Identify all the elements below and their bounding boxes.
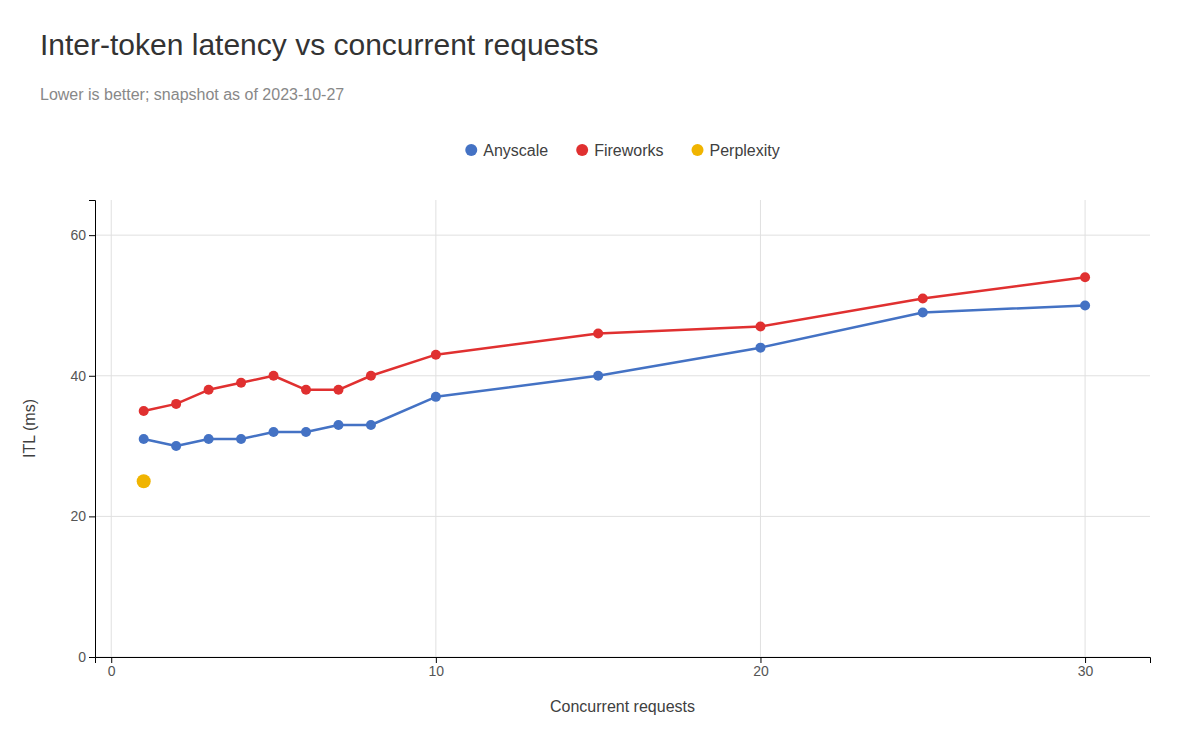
point <box>269 371 279 381</box>
point <box>431 392 441 402</box>
grid-line-x <box>760 200 761 657</box>
series <box>139 300 1090 451</box>
legend-label: Fireworks <box>594 142 663 159</box>
y-tick-label: 20 <box>70 508 86 524</box>
point <box>593 329 603 339</box>
point <box>1080 272 1090 282</box>
legend-swatch <box>692 144 704 156</box>
x-axis-title: Concurrent requests <box>550 698 695 715</box>
x-tick: 20 <box>753 657 769 679</box>
x-axis-line <box>96 658 1151 664</box>
line <box>144 305 1085 446</box>
point <box>431 350 441 360</box>
legend-item: Perplexity <box>692 142 780 159</box>
y-tick-label: 0 <box>78 649 86 665</box>
x-tick-label: 20 <box>753 663 769 679</box>
x-tick-label: 30 <box>1078 663 1094 679</box>
x-tick: 30 <box>1078 657 1094 679</box>
grid-line-x <box>111 200 112 657</box>
grid-line-x <box>435 200 436 657</box>
legend-label: Anyscale <box>483 142 548 159</box>
point <box>137 474 151 488</box>
y-tick-label: 40 <box>70 368 86 384</box>
grid-line-x <box>1085 200 1086 657</box>
series <box>139 272 1090 416</box>
point <box>918 307 928 317</box>
point <box>301 427 311 437</box>
y-axis: 0 20 40 60 <box>70 201 95 665</box>
point <box>366 420 376 430</box>
series <box>137 474 151 488</box>
point <box>269 427 279 437</box>
point <box>301 385 311 395</box>
point <box>593 371 603 381</box>
subtitle: Lower is better; snapshot as of 2023-10-… <box>40 86 344 103</box>
legend-item: Fireworks <box>576 142 663 159</box>
point <box>204 434 214 444</box>
grid-line-y <box>95 516 1150 517</box>
point <box>333 385 343 395</box>
grid-line-y <box>95 235 1150 236</box>
point <box>236 378 246 388</box>
point <box>139 406 149 416</box>
grid <box>95 200 1150 657</box>
y-tick: 40 <box>70 368 95 384</box>
y-tick: 60 <box>70 227 95 243</box>
y-tick-mark <box>89 516 95 517</box>
legend-swatch <box>576 144 588 156</box>
legend-label: Perplexity <box>710 142 780 159</box>
point <box>236 434 246 444</box>
y-tick-mark <box>89 376 95 377</box>
y-tick-label: 60 <box>70 227 86 243</box>
marks <box>137 272 1090 488</box>
grid-line-y <box>95 375 1150 376</box>
point <box>918 293 928 303</box>
point <box>139 434 149 444</box>
y-tick: 0 <box>78 649 95 665</box>
x-tick-label: 10 <box>429 663 445 679</box>
x-tick: 0 <box>108 657 116 679</box>
plot-area: 0 10 20 30 0 20 40 60 Concurrent requests ITL (ms… <box>21 200 1151 715</box>
chart: Inter-token latency vs concurrent reques… <box>0 0 1200 742</box>
point <box>333 420 343 430</box>
point <box>366 371 376 381</box>
point <box>171 441 181 451</box>
y-tick-mark <box>89 657 95 658</box>
y-tick: 20 <box>70 508 95 524</box>
y-axis-line <box>89 201 96 658</box>
point <box>204 385 214 395</box>
title: Inter-token latency vs concurrent reques… <box>40 28 599 61</box>
legend-item: Anyscale <box>465 142 548 159</box>
y-tick-mark <box>89 235 95 236</box>
line <box>144 277 1085 411</box>
point <box>755 322 765 332</box>
legend: Anyscale Fireworks Perplexity <box>465 142 780 159</box>
x-tick: 10 <box>429 657 445 679</box>
legend-swatch <box>465 144 477 156</box>
point <box>755 343 765 353</box>
point <box>171 399 181 409</box>
x-axis: 0 10 20 30 <box>96 657 1151 679</box>
y-axis-title: ITL (ms) <box>21 399 38 458</box>
point <box>1080 300 1090 310</box>
x-tick-label: 0 <box>108 663 116 679</box>
